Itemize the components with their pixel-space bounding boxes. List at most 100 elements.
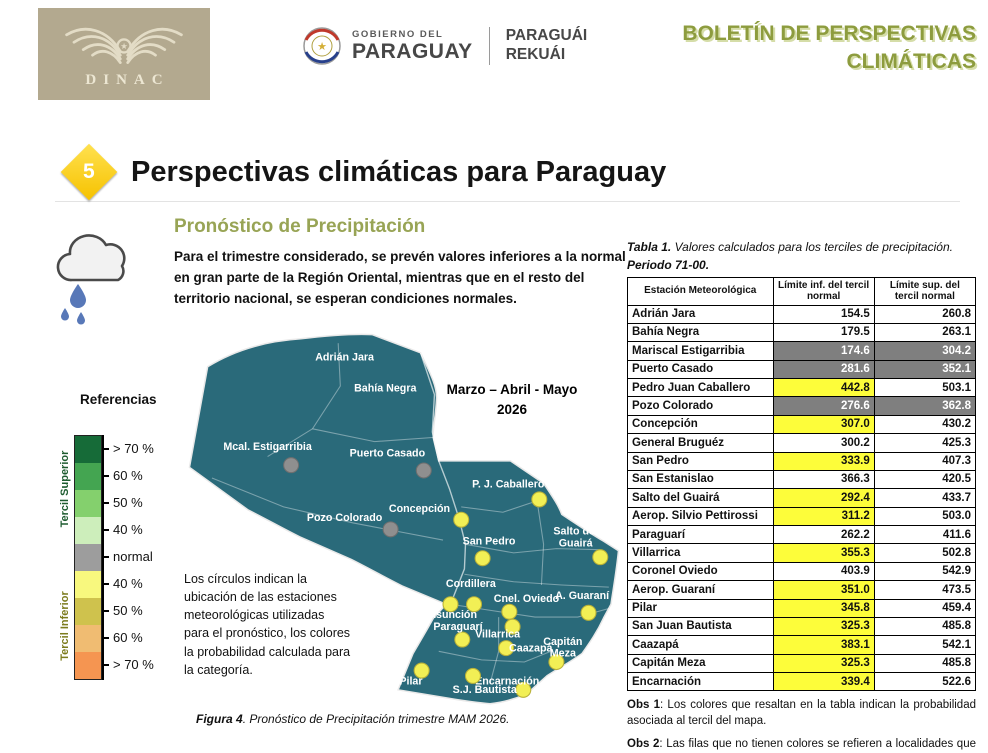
station-name-cell: Adrián Jara <box>627 304 774 324</box>
figure-caption: Figura 4. Pronóstico de Precipitación tr… <box>196 712 626 726</box>
station-dot-paraguari <box>454 631 471 648</box>
upper-limit-cell: 502.8 <box>873 543 977 563</box>
legend-tercil-axis: Tercil Superior Tercil Inferior <box>58 435 74 680</box>
table-row: Mariscal Estigarribia 174.6 304.2 <box>627 341 977 361</box>
table-row: San Estanislao 366.3 420.5 <box>627 469 977 490</box>
upper-limit-cell: 260.8 <box>873 304 977 324</box>
upper-limit-cell: 522.6 <box>873 672 977 692</box>
table-row: Pedro Juan Caballero 442.8 503.1 <box>627 378 977 398</box>
upper-limit-cell: 503.1 <box>873 378 977 398</box>
tercil-superior-label: Tercil Superior <box>59 450 71 528</box>
table-row: Capitán Meza 325.3 485.8 <box>627 653 977 674</box>
table-row: Adrián Jara 154.5 260.8 <box>627 304 977 324</box>
station-name-cell: Salto del Guairá <box>627 488 774 508</box>
upper-limit-cell: 407.3 <box>873 451 977 471</box>
page-title: Perspectivas climáticas para Paraguay <box>131 155 667 188</box>
station-dot-salto-del-guaira <box>592 549 609 566</box>
station-dot-cnel-oviedo <box>501 603 518 620</box>
legend-label: 40 % <box>104 570 154 597</box>
station-name-cell: Encarnación <box>627 672 774 692</box>
col-header-lower-limit: Límite inf. del tercil normal <box>772 276 875 306</box>
upper-limit-cell: 503.0 <box>873 506 977 527</box>
station-name-cell: Villarrica <box>627 543 774 563</box>
table-row: Coronel Oviedo 403.9 542.9 <box>627 561 977 582</box>
table-caption-text: Valores calculados para los terciles de … <box>671 240 953 254</box>
station-dot-mcal-estigarribia <box>283 457 300 474</box>
station-dot-san-pedro <box>474 550 491 567</box>
station-label-capitan-meza: Capitán Meza <box>543 636 582 660</box>
table-caption-label: Tabla 1. <box>627 240 672 254</box>
obs2-text: : Las filas que no tienen colores se ref… <box>659 737 976 750</box>
table-row: Bahía Negra 179.5 263.1 <box>627 322 977 343</box>
legend-body: Tercil Superior Tercil Inferior > 70 % 60… <box>58 435 186 680</box>
precip-table-body: Adrián Jara 154.5 260.8 Bahía Negra 179.5 263… <box>627 304 977 692</box>
upper-limit-cell: 420.5 <box>873 469 977 490</box>
station-label-cnel-oviedo: Cnel. Oviedo <box>494 593 560 605</box>
legend-labels: > 70 % 60 % 50 % 40 % normal 40 % 50 % 60 % > 70… <box>102 435 154 680</box>
upper-limit-cell: 473.5 <box>873 580 977 600</box>
station-dot-capitan-meza <box>548 653 565 671</box>
station-dot-asuncion <box>442 596 459 613</box>
section-number: 5 <box>83 160 95 183</box>
upper-limit-cell: 542.1 <box>873 635 977 655</box>
terciles-table-section: Tabla 1. Valores calculados para los ter… <box>627 240 977 753</box>
station-dot-villarrica <box>504 618 521 635</box>
upper-limit-cell: 485.8 <box>873 616 977 637</box>
station-name-cell: Pozo Colorado <box>627 396 774 416</box>
paraguay-map: Adrián Jara Bahía Negra Mcal. Estigarribia… <box>182 330 642 718</box>
station-label-caazapa: Caazapá <box>509 642 552 654</box>
paraguay-seal-icon: ★ <box>303 27 341 65</box>
legend-swatch <box>75 598 101 625</box>
lower-limit-cell: 292.4 <box>772 488 875 508</box>
table-row: Encarnación 339.4 522.6 <box>627 672 977 692</box>
terciles-table: Estación Meteorológica Límite inf. del t… <box>627 276 977 692</box>
station-label-aerop-guarani: A. Guaraní <box>555 590 610 602</box>
station-dot-concepcion <box>453 511 470 528</box>
lower-limit-cell: 442.8 <box>772 378 875 398</box>
forecast-body: Para el trimestre considerado, se prevén… <box>174 249 626 306</box>
dinac-wings-icon: ★ <box>65 27 183 64</box>
station-label-cordillera: Cordillera <box>446 578 497 590</box>
station-name-cell: Coronel Oviedo <box>627 561 774 582</box>
upper-limit-cell: 352.1 <box>873 359 977 380</box>
bulletin-title: BOLETÍN DE PERSPECTIVAS CLIMÁTICAS <box>666 20 976 77</box>
table-row: Concepción 307.0 430.2 <box>627 414 977 435</box>
legend-label: 60 % <box>104 624 154 651</box>
station-name-cell: Bahía Negra <box>627 322 774 343</box>
station-dot-pilar <box>413 662 430 679</box>
table-row: Caazapá 383.1 542.1 <box>627 635 977 655</box>
figure-text: . Pronóstico de Precipitación trimestre … <box>242 712 510 726</box>
bulletin-title-line1: BOLETÍN DE PERSPECTIVAS <box>682 22 976 45</box>
upper-limit-cell: 542.9 <box>873 561 977 582</box>
station-dot-caazapa <box>498 640 515 657</box>
station-name-cell: Concepción <box>627 414 774 435</box>
period-year: 2026 <box>496 401 528 417</box>
upper-limit-cell: 425.3 <box>873 433 977 453</box>
legend-swatches <box>74 435 102 680</box>
tercil-inferior-label: Tercil Inferior <box>59 591 71 661</box>
station-dot-aerop-guarani <box>580 604 597 621</box>
lower-limit-cell: 345.8 <box>772 598 875 618</box>
lower-limit-cell: 262.2 <box>772 525 875 545</box>
lower-limit-cell: 276.6 <box>772 396 875 416</box>
station-label-pilar: Pilar <box>399 675 422 687</box>
station-label-concepcion: Concepción <box>389 503 450 515</box>
upper-limit-cell: 304.2 <box>873 341 977 361</box>
lower-limit-cell: 311.2 <box>772 506 875 527</box>
rain-cloud-icon <box>48 212 174 332</box>
lower-limit-cell: 179.5 <box>772 322 875 343</box>
lower-limit-cell: 351.0 <box>772 580 875 600</box>
legend-swatch <box>75 544 101 571</box>
table-row: Aerop. Guaraní 351.0 473.5 <box>627 580 977 600</box>
station-name-cell: Pedro Juan Caballero <box>627 378 774 398</box>
paraguay-label: PARAGUAY <box>352 40 473 64</box>
table-row: Pozo Colorado 276.6 362.8 <box>627 396 977 416</box>
station-label-asuncion: Asunción <box>428 609 477 621</box>
forecast-intro: Pronóstico de Precipitación Para el trim… <box>48 212 626 332</box>
lower-limit-cell: 307.0 <box>772 414 875 435</box>
station-label-salto-del-guaira: Salto del Guairá <box>553 526 598 550</box>
forecast-heading: Pronóstico de Precipitación <box>174 216 426 237</box>
upper-limit-cell: 433.7 <box>873 488 977 508</box>
station-dot-pedro-juan-caballero <box>531 491 548 508</box>
